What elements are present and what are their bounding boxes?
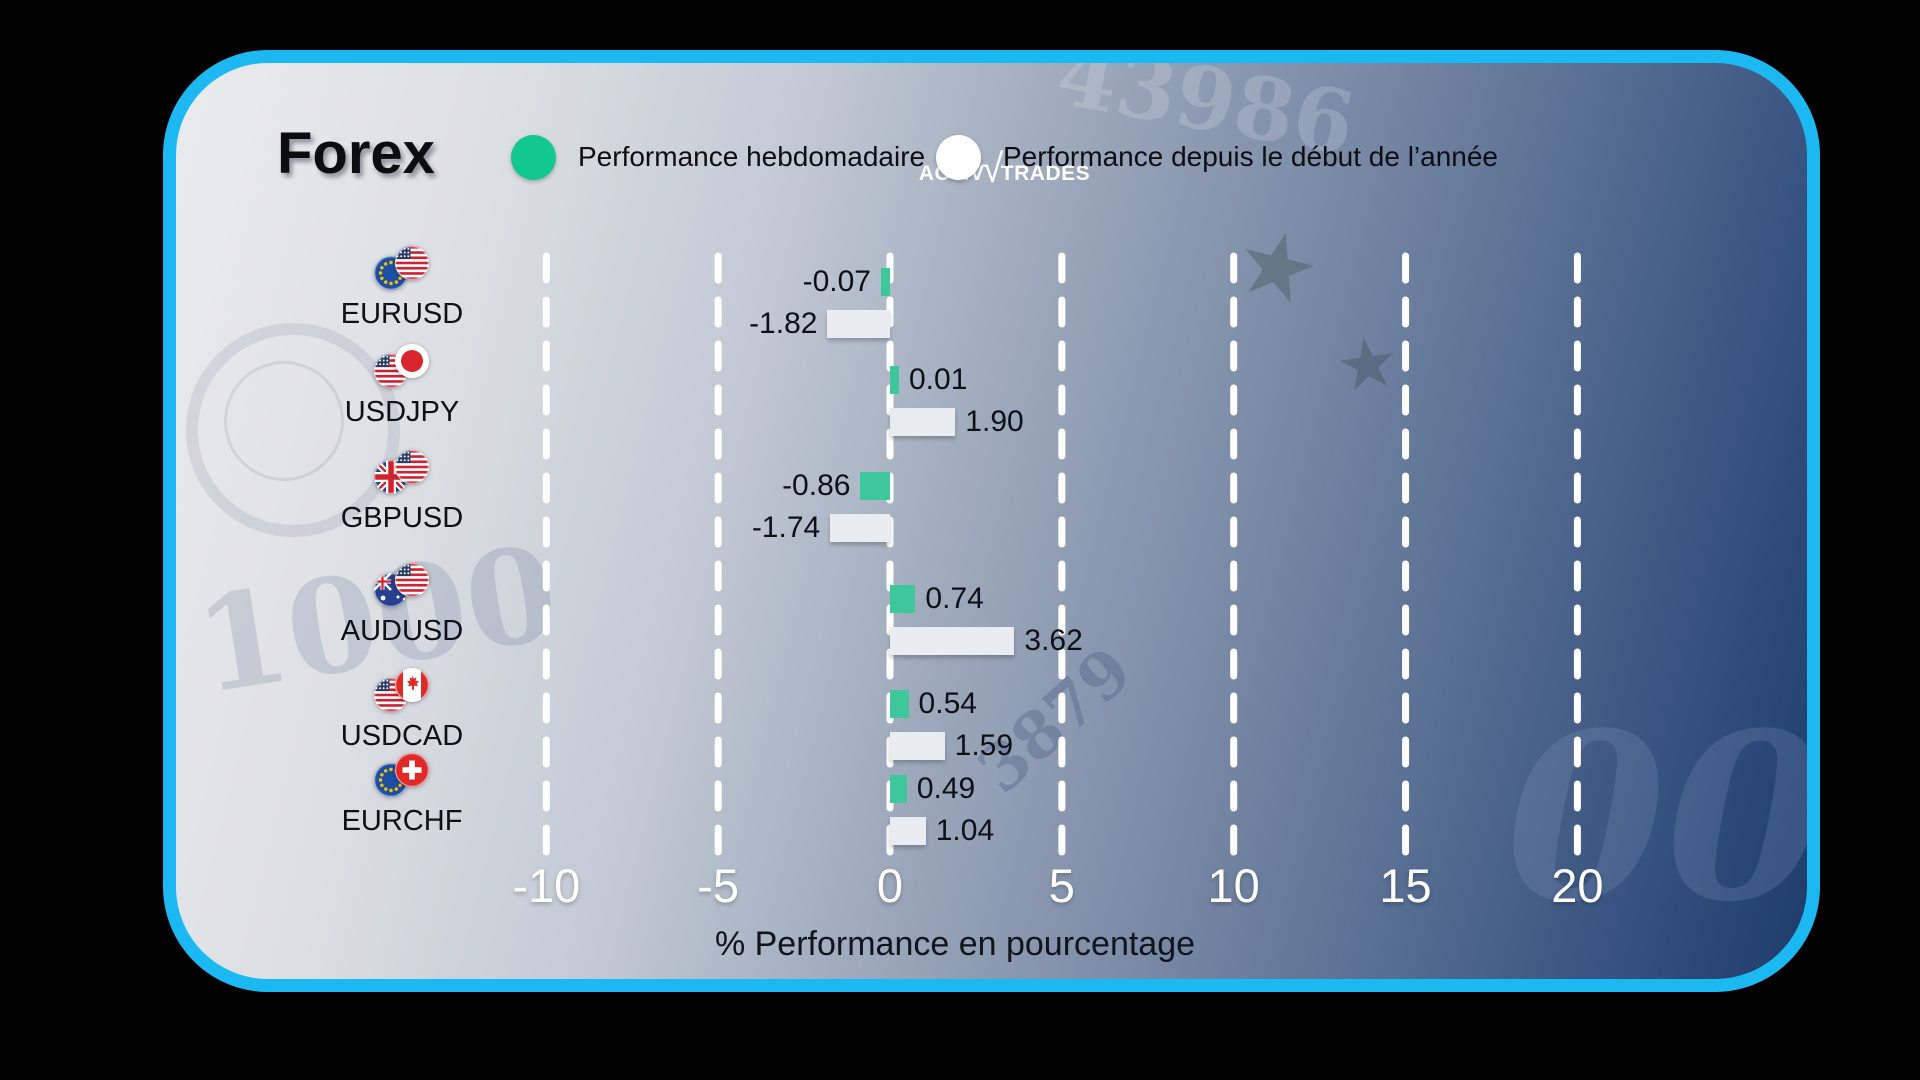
legend-label-ytd: Performance depuis le début de l’année	[1003, 141, 1499, 172]
weekly-value-usdcad: 0.54	[918, 687, 977, 720]
legend-label-weekly: Performance hebdomadaire	[578, 141, 926, 172]
ytd-bar-audusd	[890, 627, 1015, 655]
ch-flag-icon	[395, 753, 429, 787]
banknote-watermark-00: 00	[1506, 683, 1820, 953]
ytd-value-usdcad: 1.59	[954, 729, 1014, 762]
flag-pair-gbpusd	[374, 450, 430, 495]
weekly-value-eurusd: -0.07	[802, 265, 871, 298]
ytd-bar-gbpusd	[830, 514, 890, 542]
ytd-value-usdjpy: 1.90	[965, 405, 1024, 438]
weekly-bar-eurchf	[890, 775, 907, 803]
weekly-bar-usdjpy	[890, 366, 899, 394]
weekly-bar-eurusd	[881, 268, 890, 296]
weekly-value-usdjpy: 0.01	[909, 363, 968, 396]
jp-flag-icon	[395, 344, 429, 378]
pair-label-eurchf: EURCHF	[341, 805, 463, 837]
weekly-value-eurchf: 0.49	[916, 772, 976, 805]
us-flag-icon	[395, 450, 429, 484]
ytd-value-audusd: 3.62	[1024, 624, 1083, 657]
flag-pair-eurusd	[374, 246, 430, 291]
weekly-value-gbpusd: -0.86	[782, 469, 851, 502]
page-title: Forex	[277, 121, 435, 186]
flag-pair-eurchf	[374, 753, 430, 798]
ytd-bar-eurchf	[890, 817, 926, 845]
weekly-legend-dot-icon	[511, 134, 556, 180]
ytd-bar-usdjpy	[890, 408, 956, 436]
legend-item-weekly: Performance hebdomadaire	[511, 134, 925, 180]
ca-flag-icon	[395, 668, 429, 702]
ytd-legend-dot-icon	[936, 134, 981, 180]
weekly-bar-usdcad	[890, 690, 909, 718]
federal-reserve-seal-inner-watermark	[224, 361, 344, 481]
flag-pair-audusd	[374, 563, 430, 608]
pair-label-gbpusd: GBPUSD	[340, 502, 464, 534]
us-flag-icon	[395, 246, 429, 280]
ytd-value-eurchf: 1.04	[935, 814, 995, 847]
ytd-value-eurusd: -1.82	[749, 307, 818, 340]
ytd-bar-eurusd	[827, 310, 890, 338]
flag-pair-usdjpy	[374, 344, 430, 389]
flag-pair-usdcad	[374, 668, 430, 713]
pair-label-audusd: AUDUSD	[340, 615, 464, 647]
logo-text-trades: Trades	[1000, 154, 1091, 187]
pair-label-eurusd: EURUSD	[340, 298, 464, 330]
pair-label-usdcad: USDCAD	[340, 720, 464, 752]
pair-label-usdjpy: USDJPY	[344, 396, 460, 428]
us-flag-icon	[395, 563, 429, 597]
ytd-bar-usdcad	[890, 732, 945, 760]
weekly-bar-gbpusd	[860, 472, 890, 500]
weekly-value-audusd: 0.74	[925, 582, 984, 615]
ytd-value-gbpusd: -1.74	[751, 511, 821, 544]
logo-checkmark-icon: √	[981, 147, 1004, 191]
x-axis-title: % Performance en pourcentage	[714, 925, 1196, 963]
legend-item-ytd: Performance depuis le début de l’année	[936, 134, 1498, 180]
weekly-bar-audusd	[890, 585, 916, 613]
